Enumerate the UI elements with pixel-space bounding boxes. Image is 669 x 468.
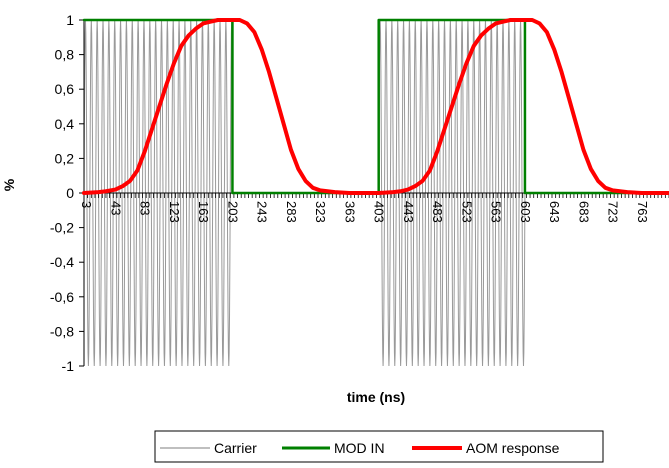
aom-response-line bbox=[82, 18, 669, 195]
legend-carrier-label: Carrier bbox=[214, 440, 257, 456]
x-tick-label: 563 bbox=[489, 201, 504, 223]
y-tick-label: -0,8 bbox=[50, 323, 74, 339]
x-tick-label: 83 bbox=[138, 201, 153, 215]
y-tick-label: 0,8 bbox=[55, 47, 75, 63]
x-tick-label: 643 bbox=[547, 201, 562, 223]
x-tick-label: 163 bbox=[196, 201, 211, 223]
x-tick-label: 763 bbox=[635, 201, 650, 223]
x-tick-label: 243 bbox=[255, 201, 270, 223]
y-axis-title: % bbox=[1, 178, 17, 191]
legend: Carrier MOD IN AOM response bbox=[154, 430, 604, 463]
x-tick-label: 603 bbox=[518, 201, 533, 223]
x-tick-label: 683 bbox=[576, 201, 591, 223]
x-tick-label: 523 bbox=[459, 201, 474, 223]
x-tick-label: 723 bbox=[606, 201, 621, 223]
y-tick-label: 1 bbox=[66, 12, 74, 28]
x-tick-label: 123 bbox=[167, 201, 182, 223]
y-tick-label: -0,6 bbox=[50, 289, 74, 305]
x-tick-label: 3 bbox=[79, 201, 94, 208]
series-lines bbox=[82, 18, 669, 195]
legend-modin-label: MOD IN bbox=[334, 440, 385, 456]
tick-labels: -1 -0,8 -0,6 -0,4 -0,2 0 0,2 0,4 0,6 0,8 1 3 43 83 123… bbox=[50, 12, 650, 374]
legend-box bbox=[154, 430, 604, 463]
x-tick-label: 323 bbox=[313, 201, 328, 223]
x-tick-label: 283 bbox=[284, 201, 299, 223]
y-tick-label: 0 bbox=[66, 185, 74, 201]
x-tick-label: 483 bbox=[430, 201, 445, 223]
x-tick-label: 43 bbox=[108, 201, 123, 215]
x-tick-label: 363 bbox=[342, 201, 357, 223]
y-tick-label: -1 bbox=[62, 358, 75, 374]
x-axis-title: time (ns) bbox=[347, 389, 405, 405]
x-tick-label: 403 bbox=[372, 201, 387, 223]
legend-aom-label: AOM response bbox=[466, 440, 560, 456]
y-tick-label: 0,4 bbox=[55, 116, 75, 132]
y-tick-label: 0,2 bbox=[55, 150, 75, 166]
y-tick-label: -0,4 bbox=[50, 254, 74, 270]
y-tick-label: -0,2 bbox=[50, 220, 74, 236]
x-tick-label: 203 bbox=[225, 201, 240, 223]
y-tick-label: 0,6 bbox=[55, 81, 75, 97]
x-tick-label: 443 bbox=[401, 201, 416, 223]
mod-in-line bbox=[82, 18, 669, 195]
